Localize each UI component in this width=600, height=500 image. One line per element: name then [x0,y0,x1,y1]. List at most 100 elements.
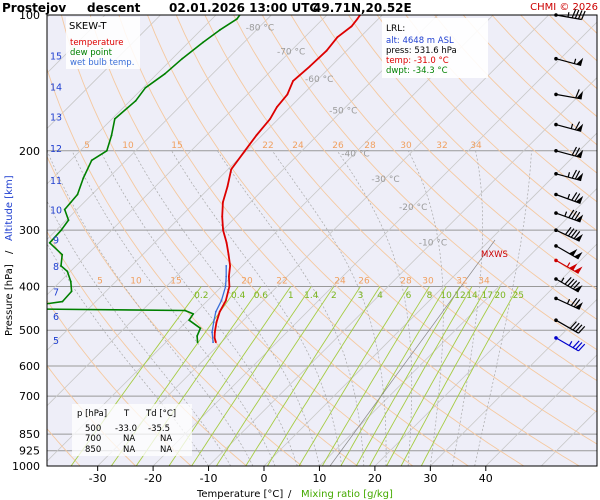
moist-adiabat-label: 15 [171,141,182,151]
dry-adiabat-line [348,15,597,261]
dry-adiabat-line [47,155,303,466]
max-wind-guide-line [329,239,496,466]
title-bar: Prostejov descent 02.01.2026 13:00 UTC 4… [2,1,598,15]
altitude-tick-label: 8 [53,262,59,273]
lrl-alt: alt: 4648 m ASL [386,36,454,46]
dew-point-point [199,327,202,330]
moist-adiabat-label: 26 [332,141,344,151]
dew-point-point [144,86,147,89]
temperature-point [230,168,233,171]
mixing-ratio-line [321,286,430,466]
mixing-ratio-label: 3 [358,291,364,301]
dew-point-point [63,208,66,211]
dry-adiabat-line [47,428,81,466]
legend-temperature: temperature [70,38,123,48]
wind-barb-staff [555,337,579,352]
dry-adiabat-lines [47,15,597,466]
wind-barb [554,258,583,274]
dry-adiabat-line [290,15,597,320]
temperature-point [215,321,218,324]
x-tick-label: -10 [200,472,218,485]
moist-adiabat-label: 34 [470,141,482,151]
dew-point-point [69,280,72,283]
mixing-ratio-line [355,286,461,466]
mixing-ratio-label: 12 [454,291,465,301]
temperature-point [225,241,228,244]
wind-barb-station-dot [554,13,558,17]
moist-adiabat-line [132,150,320,466]
temperature-point [336,36,339,39]
wind-barb-half-feather [568,340,573,346]
wind-barb [554,209,584,223]
pressure-tick-label: 1000 [12,460,40,473]
x-tick-label: -30 [89,472,107,485]
moist-adiabat-label: 24 [334,277,346,287]
isotherm-line [152,21,597,466]
pressure-tick-label: 600 [19,360,40,373]
dew-point-point [67,219,70,222]
dew-point-point [66,270,69,273]
wind-barb-flag [576,123,584,132]
altitude-tick-label: 6 [53,312,59,323]
wind-barb-full-feather [571,9,577,19]
moist-adiabat-line [217,150,365,466]
x-tick-label: 20 [368,472,382,485]
dry-adiabat-line [60,15,414,466]
wind-barb-staff [555,150,582,159]
moist-adiabat-label: 10 [122,141,134,151]
x-tick-label: 10 [312,472,326,485]
wet-bulb-temp-point [211,331,213,334]
mixing-ratio-label: 0.4 [231,291,246,301]
moist-adiabat-label: 34 [478,277,490,287]
temperature-point [276,106,278,108]
temperature-point [228,285,231,288]
temperature-point [325,49,328,52]
wind-barb [554,192,584,204]
isotherm-label: -80 °C [246,23,274,33]
wind-barb [554,169,584,182]
wind-barb-staff [555,173,582,182]
legend-wet-bulb: wet bulb temp. [70,58,134,68]
temperature-line [213,15,361,343]
mixing-ratio-label: 8 [427,291,433,301]
wind-barb-full-feather [575,324,583,333]
table-cell: 850 [85,445,101,455]
wind-barb-full-feather [577,10,583,20]
wind-barb-half-feather [567,172,571,178]
isotherm-label: -40 °C [341,150,369,160]
mixing-ratio-line [369,286,473,466]
wind-barb-staff [555,319,579,334]
wind-barb-flag [576,91,583,99]
wind-barb-full-feather [567,278,575,287]
altitude-tick-label: 7 [53,287,59,298]
table-cell: -35.5 [148,424,170,434]
mixing-ratio-line [420,286,519,466]
dry-adiabat-line [118,15,525,466]
dew-point-point [188,319,191,322]
wind-barb-half-feather [566,298,571,304]
dry-adiabat-line [175,15,597,445]
wind-barb-full-feather [568,209,575,219]
pressure-tick-label: 850 [19,428,40,441]
wind-barb-flag [576,172,584,181]
altitude-tick-label: 13 [50,113,62,124]
wind-barb-full-feather [567,228,575,237]
temperature-point [255,134,258,137]
mixing-ratio-label: 6 [406,291,412,301]
table-cell: -33.0 [115,424,137,434]
isotherm-label: -60 °C [305,75,333,85]
moist-adiabat-label: 28 [400,277,412,287]
wind-barb-full-feather [575,89,580,99]
moist-adiabat-line [47,150,254,466]
title-coords: 49.71N,20.52E [313,1,412,15]
temperature-point [286,93,289,96]
moist-adiabat-label: 28 [364,141,376,151]
isotherm-line [263,132,597,466]
temperature-point [224,299,227,302]
legend-title: SKEW-T [69,21,107,32]
wet-bulb-temp-line [211,265,227,343]
altitude-tick-label: 9 [53,236,59,247]
wet-bulb-temp-point [224,285,227,288]
moist-adiabat-line [71,150,276,466]
